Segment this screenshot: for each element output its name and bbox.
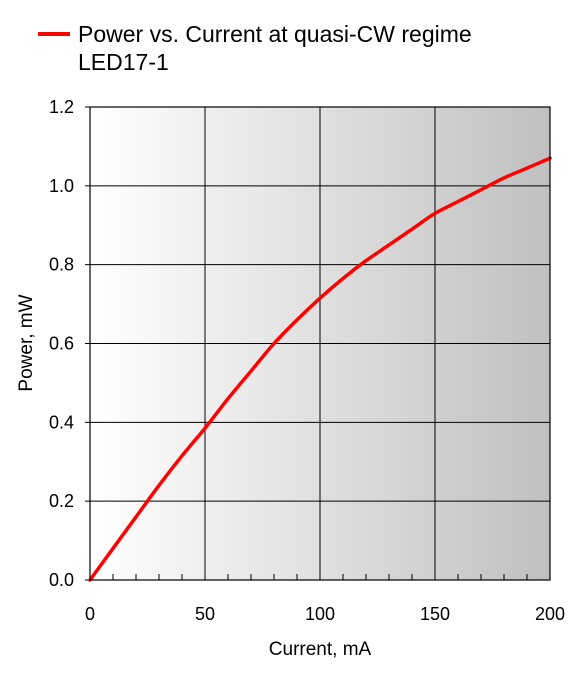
plot-frame xyxy=(89,106,551,581)
legend-entry: Power vs. Current at quasi-CW regime xyxy=(78,21,472,47)
x-tick-label: 100 xyxy=(305,604,335,624)
series-line xyxy=(88,156,552,582)
y-tick-label: 1.0 xyxy=(49,176,74,196)
y-tick-label: 0.6 xyxy=(49,334,74,354)
y-tick-label: 0.4 xyxy=(49,412,74,432)
x-tick-label: 50 xyxy=(195,604,215,624)
legend-subtitle: LED17-1 xyxy=(78,49,169,75)
y-tick-label: 0.2 xyxy=(49,491,74,511)
x-tick-label: 0 xyxy=(85,604,95,624)
y-tick-label: 0.8 xyxy=(49,255,74,275)
x-tick-labels: 0 50 100 150 200 xyxy=(85,604,565,624)
y-tick-label: 1.2 xyxy=(49,97,74,117)
series-layer xyxy=(88,156,552,582)
legend: Power vs. Current at quasi-CW regime LED… xyxy=(38,21,472,75)
y-axis-title: Power, mW xyxy=(16,294,37,391)
x-tick-label: 150 xyxy=(420,604,450,624)
y-tick-label: 0.0 xyxy=(49,570,74,590)
x-axis-title: Current, mA xyxy=(269,639,372,660)
y-tick-labels: 0.0 0.2 0.4 0.6 0.8 1.0 1.2 xyxy=(49,97,74,590)
x-tick-label: 200 xyxy=(535,604,565,624)
